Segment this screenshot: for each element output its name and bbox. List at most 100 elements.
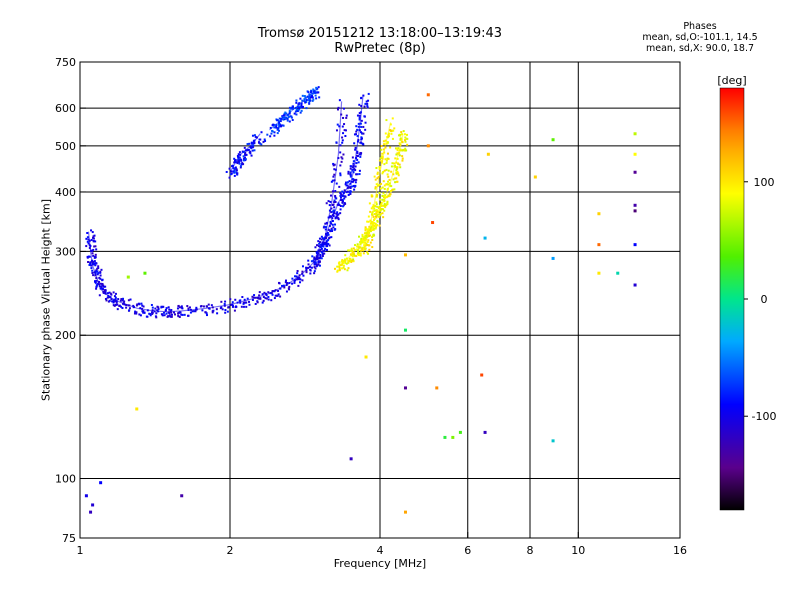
trace-point <box>92 274 95 277</box>
trace-point <box>372 225 375 228</box>
trace-point <box>246 297 249 300</box>
trace-point <box>94 281 97 284</box>
trace-point <box>300 105 303 108</box>
trace-point <box>100 285 103 288</box>
trace-point <box>374 222 377 225</box>
trace-point <box>334 195 337 198</box>
trace-point <box>337 218 340 221</box>
trace-point <box>356 151 359 154</box>
trace-point <box>239 158 242 161</box>
trace-point <box>85 245 88 248</box>
trace-point <box>341 157 344 160</box>
trace-point <box>284 111 287 114</box>
trace-point <box>262 140 265 143</box>
trace-point <box>318 241 321 244</box>
trace-point <box>248 303 251 306</box>
trace-point <box>370 195 373 198</box>
trace-point <box>385 196 388 199</box>
trace-point <box>253 149 256 152</box>
trace-point <box>270 299 273 302</box>
trace-point <box>167 306 170 309</box>
trace-point <box>99 274 102 277</box>
trace-point <box>343 123 346 126</box>
trace-point <box>273 131 276 134</box>
trace-point <box>264 292 267 295</box>
trace-point <box>220 306 223 309</box>
trace-point <box>169 315 172 318</box>
trace-point <box>344 258 347 261</box>
trace-point <box>114 300 117 303</box>
trace-point <box>264 297 267 300</box>
trace-point <box>348 186 351 189</box>
trace-point <box>359 254 362 257</box>
trace-point <box>316 87 319 90</box>
trace-point <box>283 286 286 289</box>
trace-point <box>151 306 154 309</box>
trace-point <box>128 309 131 312</box>
trace-point <box>260 131 263 134</box>
trace-point <box>114 296 117 299</box>
y-tick-label: 100 <box>55 473 76 486</box>
trace-point <box>391 188 394 191</box>
trace-point <box>225 170 228 173</box>
trace-point <box>339 191 342 194</box>
trace-point <box>339 174 342 177</box>
trace-point <box>324 222 327 225</box>
trace-point <box>364 238 367 241</box>
trace-point <box>273 134 276 137</box>
trace-point <box>170 311 173 314</box>
trace-point <box>250 145 253 148</box>
trace-point <box>129 298 132 301</box>
trace-point <box>180 313 183 316</box>
trace-point <box>390 165 393 168</box>
trace-point <box>396 152 399 155</box>
scatter-point <box>633 132 637 136</box>
trace-point <box>342 266 345 269</box>
trace-point <box>313 89 316 92</box>
trace-point <box>249 146 252 149</box>
trace-point <box>86 232 89 235</box>
trace-point <box>338 265 341 268</box>
trace-point <box>336 269 339 272</box>
trace-point <box>344 254 347 257</box>
trace-point <box>282 284 285 287</box>
trace-point <box>239 301 242 304</box>
phases-heading: Phases <box>683 21 717 32</box>
trace-point <box>253 134 256 137</box>
scatter-point <box>458 430 462 434</box>
scatter-point <box>633 283 637 287</box>
trace-point <box>108 291 111 294</box>
trace-point <box>399 138 402 141</box>
trace-point <box>293 281 296 284</box>
trace-point <box>344 181 347 184</box>
trace-point <box>355 125 358 128</box>
trace-point <box>90 238 93 241</box>
trace-point <box>156 309 159 312</box>
trace-point <box>202 305 205 308</box>
trace-point <box>277 289 280 292</box>
trace-point <box>356 128 359 131</box>
scatter-point <box>551 256 555 260</box>
trace-point <box>224 311 227 314</box>
trace-point <box>313 257 316 260</box>
trace-point <box>349 192 352 195</box>
trace-point <box>317 240 320 243</box>
trace-point <box>341 200 344 203</box>
trace-point <box>211 311 214 314</box>
trace-point <box>330 207 333 210</box>
trace-point <box>120 298 123 301</box>
trace-point <box>346 269 349 272</box>
trace-point <box>292 107 295 110</box>
trace-point <box>238 162 241 165</box>
trace-point <box>101 282 104 285</box>
trace-point <box>376 219 379 222</box>
trace-point <box>286 282 289 285</box>
trace-point <box>375 201 378 204</box>
trace-point <box>308 102 311 105</box>
trace-point <box>406 137 409 140</box>
scatter-point <box>633 152 637 156</box>
trace-point <box>116 303 119 306</box>
scatter-point <box>99 481 103 485</box>
colorbar <box>719 87 745 511</box>
y-tick-label: 200 <box>55 329 76 342</box>
